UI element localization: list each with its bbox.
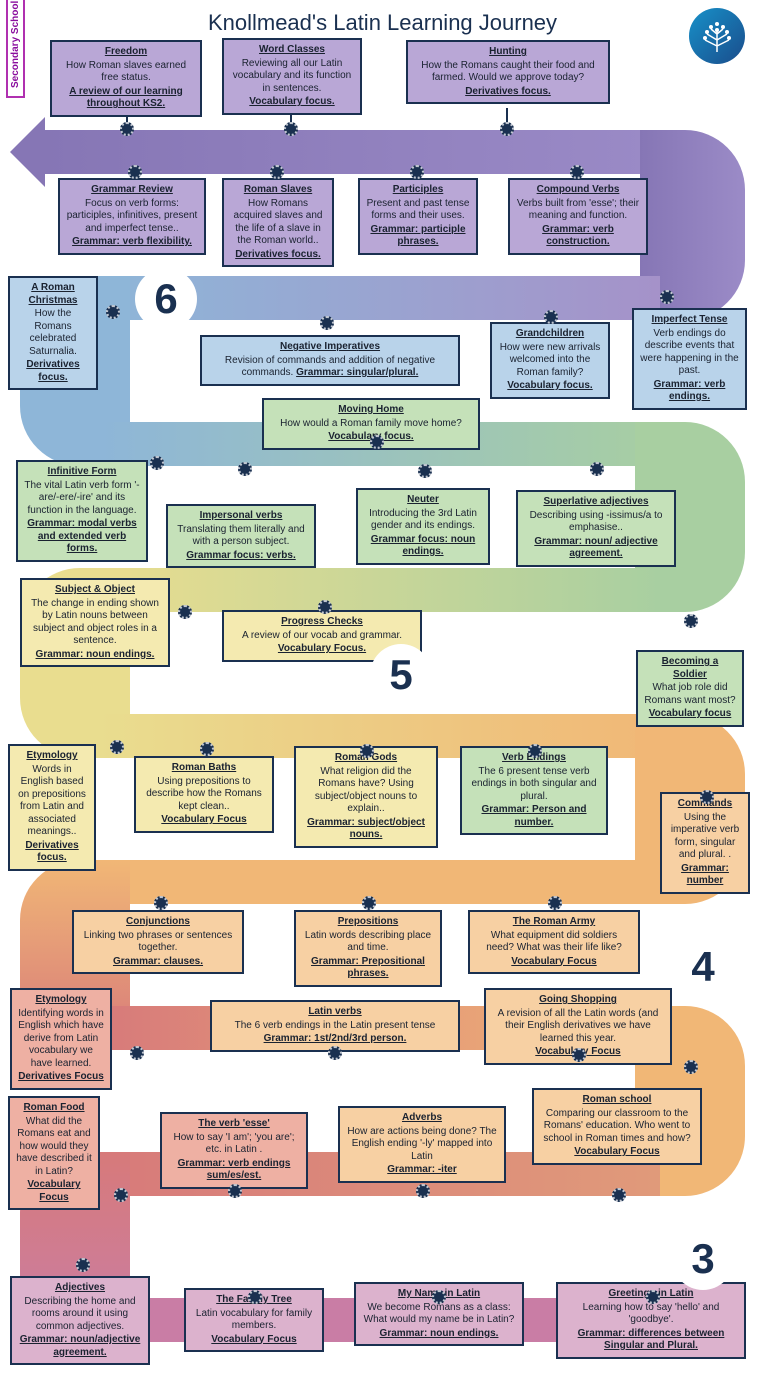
box-neuter: NeuterIntroducing the 3rd Latin gender a…: [356, 488, 490, 565]
connector-dot: [154, 896, 168, 910]
connector-dot: [328, 1046, 342, 1060]
connector-dot: [318, 600, 332, 614]
connector-dot: [228, 1184, 242, 1198]
box-negativeimperatives: Negative ImperativesRevision of commands…: [200, 335, 460, 386]
connector-dot: [284, 122, 298, 136]
box-imperfecttense: Imperfect TenseVerb endings do describe …: [632, 308, 747, 410]
connector-dot: [248, 1290, 262, 1304]
connector-dot: [110, 740, 124, 754]
box-commands: CommandsUsing the imperative verb form, …: [660, 792, 750, 894]
page-title: Knollmead's Latin Learning Journey: [208, 10, 557, 36]
connector-dot: [500, 122, 514, 136]
connector-dot: [178, 605, 192, 619]
connector-dot: [270, 165, 284, 179]
connector-dot: [612, 1188, 626, 1202]
box-romanfood: Roman FoodWhat did the Romans eat and ho…: [8, 1096, 100, 1210]
connector-dot: [684, 614, 698, 628]
connector-dot: [76, 1258, 90, 1272]
box-romangods: Roman GodsWhat religion did the Romans h…: [294, 746, 438, 848]
connector-dot: [320, 316, 334, 330]
connector-dot: [418, 464, 432, 478]
box-romanslaves: Roman SlavesHow Romans acquired slaves a…: [222, 178, 334, 267]
box-latinverbs: Latin verbsThe 6 verb endings in the Lat…: [210, 1000, 460, 1052]
connector-dot: [548, 896, 562, 910]
year-4: 4: [672, 936, 734, 998]
box-becomingsoldier: Becoming a SoldierWhat job role did Roma…: [636, 650, 744, 727]
connector-dot: [432, 1290, 446, 1304]
box-etymology1: EtymologyIdentifying words in English wh…: [10, 988, 112, 1090]
connector-dot: [106, 305, 120, 319]
connector-dot: [238, 462, 252, 476]
box-freedom: FreedomHow Roman slaves earned free stat…: [50, 40, 202, 117]
box-romanchristmas: A Roman ChristmasHow the Romans celebrat…: [8, 276, 98, 390]
box-adverbs: AdverbsHow are actions being done? The E…: [338, 1106, 506, 1183]
box-etymology2: EtymologyWords in English based on prepo…: [8, 744, 96, 871]
box-verbendings: Verb EndingsThe 6 present tense verb end…: [460, 746, 608, 835]
box-superlative: Superlative adjectivesDescribing using -…: [516, 490, 676, 567]
box-prepositions: PrepositionsLatin words describing place…: [294, 910, 442, 987]
connector-dot: [128, 165, 142, 179]
box-adjectives: AdjectivesDescribing the home and rooms …: [10, 1276, 150, 1365]
connector-dot: [370, 435, 384, 449]
box-romanschool: Roman schoolComparing our classroom to t…: [532, 1088, 702, 1165]
connector-dot: [114, 1188, 128, 1202]
connector-dot: [570, 165, 584, 179]
box-grammarreview: Grammar ReviewFocus on verb forms: parti…: [58, 178, 206, 255]
connector-dot: [150, 456, 164, 470]
box-romanarmy: The Roman ArmyWhat equipment did soldier…: [468, 910, 640, 974]
box-impersonalverbs: Impersonal verbsTranslating them literal…: [166, 504, 316, 568]
connector-dot: [572, 1048, 586, 1062]
box-hunting: HuntingHow the Romans caught their food …: [406, 40, 610, 104]
connector-dot: [410, 165, 424, 179]
connector-dot: [528, 744, 542, 758]
path-segment: [100, 860, 660, 904]
connector-dot: [660, 290, 674, 304]
year-5: 5: [370, 644, 432, 706]
path-arrow: [10, 117, 45, 187]
secondary-school-label: Secondary School: [6, 0, 25, 98]
box-verbesse: The verb 'esse'How to say 'I am'; 'you a…: [160, 1112, 308, 1189]
box-compoundverbs: Compound VerbsVerbs built from 'esse'; t…: [508, 178, 648, 255]
school-logo: [689, 8, 745, 64]
box-grandchildren: GrandchildrenHow were new arrivals welco…: [490, 322, 610, 399]
box-subjectobject: Subject & ObjectThe change in ending sho…: [20, 578, 170, 667]
connector-dot: [544, 310, 558, 324]
box-romanbaths: Roman BathsUsing prepositions to describ…: [134, 756, 274, 833]
box-wordclasses: Word ClassesReviewing all our Latin voca…: [222, 38, 362, 115]
year-3: 3: [672, 1228, 734, 1290]
connector-dot: [130, 1046, 144, 1060]
connector-dot: [120, 122, 134, 136]
year-6: 6: [135, 268, 197, 330]
connector-dot: [646, 1290, 660, 1304]
connector-dot: [590, 462, 604, 476]
connector-dot: [360, 744, 374, 758]
box-infinitiveform: Infinitive FormThe vital Latin verb form…: [16, 460, 148, 562]
connector-dot: [416, 1184, 430, 1198]
box-participles: ParticiplesPresent and past tense forms …: [358, 178, 478, 255]
box-conjunctions: ConjunctionsLinking two phrases or sente…: [72, 910, 244, 974]
connector-dot: [200, 742, 214, 756]
connector-dot: [700, 790, 714, 804]
connector-dot: [684, 1060, 698, 1074]
connector-dot: [362, 896, 376, 910]
